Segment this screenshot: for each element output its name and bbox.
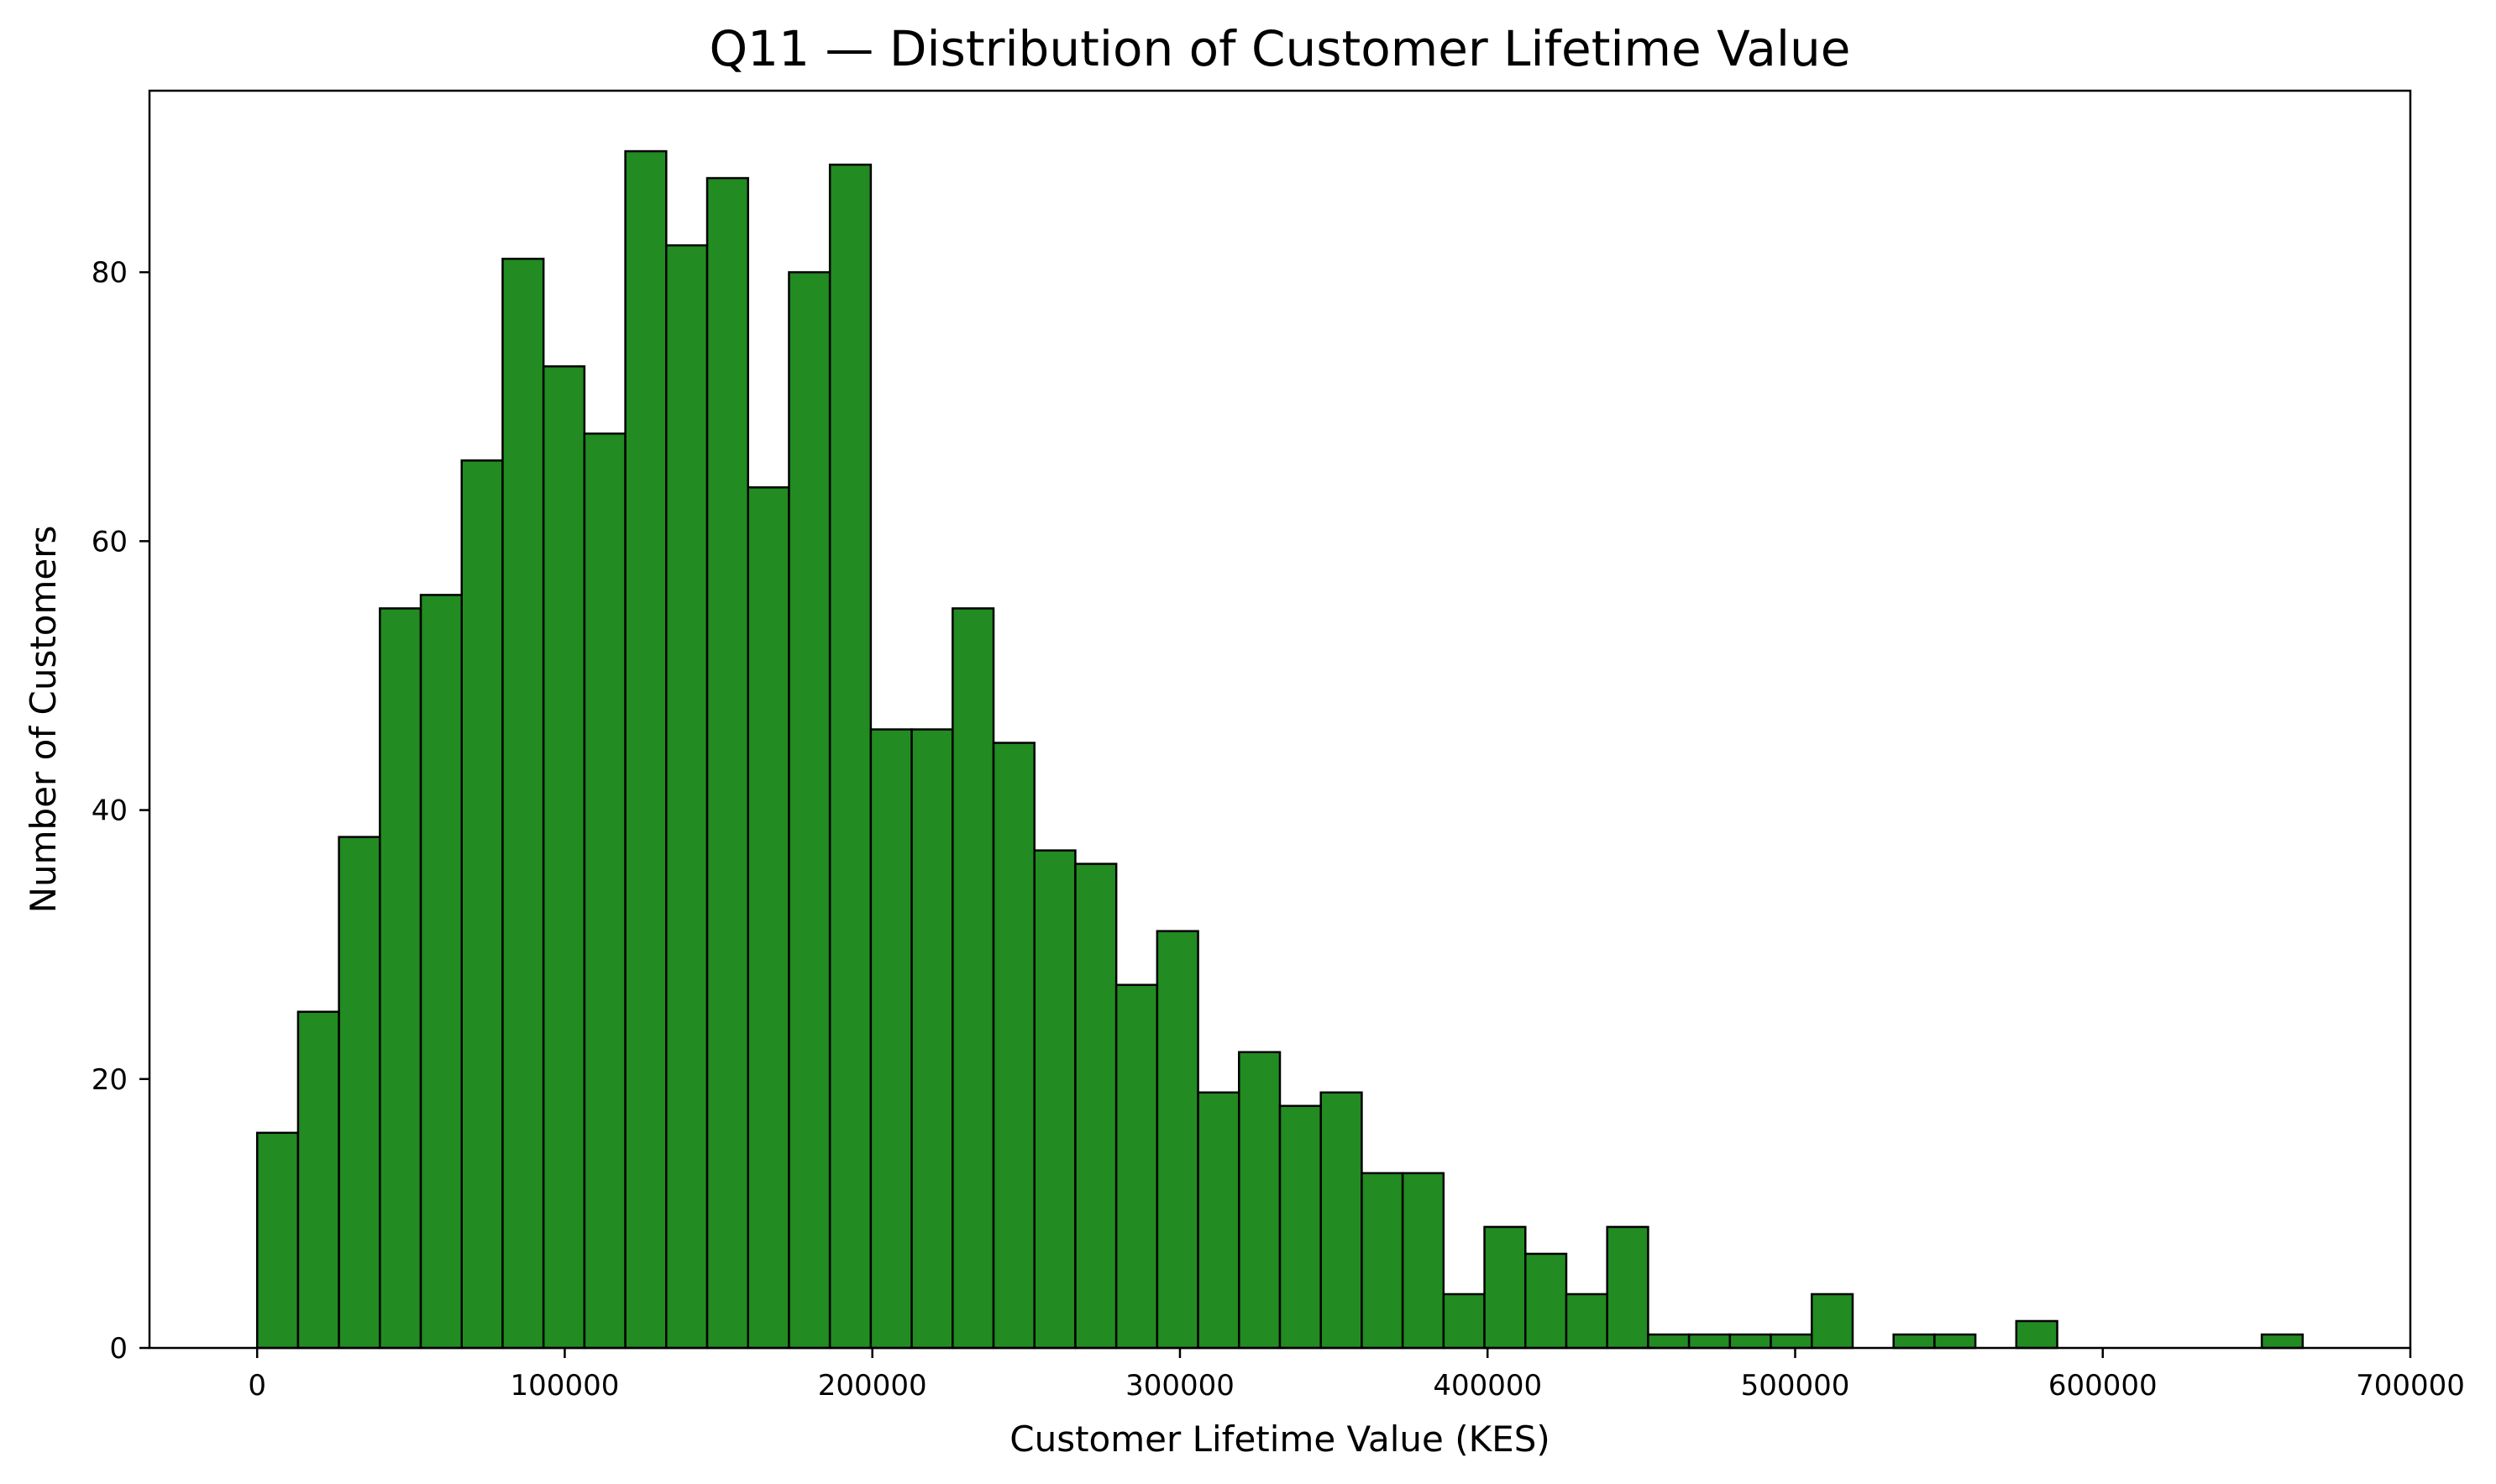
- y-axis: 0 20 40 60 80: [92, 256, 149, 1366]
- x-tick-label: 300000: [1125, 1369, 1235, 1403]
- chart-title: Q11 — Distribution of Customer Lifetime …: [710, 20, 1851, 77]
- x-tick-label: 100000: [511, 1369, 620, 1403]
- histogram-bar: [1114, 983, 1159, 1350]
- histogram-bar: [1892, 1333, 1936, 1350]
- histogram-bar: [910, 728, 954, 1350]
- histogram-bar: [624, 149, 668, 1350]
- histogram-bar: [747, 486, 790, 1350]
- x-tick-label: 400000: [1433, 1369, 1542, 1403]
- histogram-bar: [1401, 1172, 1445, 1350]
- histogram-bar: [542, 364, 586, 1350]
- histogram-bar: [501, 257, 545, 1350]
- histogram-bar: [1074, 863, 1118, 1350]
- histogram-bar: [1319, 1091, 1363, 1350]
- x-axis: 0 100000 200000 300000 400000 500000 600000 700…: [248, 1348, 2465, 1403]
- bars-group: [255, 149, 2305, 1350]
- histogram-bar: [255, 1131, 300, 1350]
- histogram-bar: [2260, 1333, 2305, 1350]
- histogram-bar: [705, 176, 749, 1350]
- histogram-bar: [1278, 1104, 1322, 1350]
- y-tick-label: 40: [92, 794, 128, 828]
- histogram-bar: [1442, 1293, 1486, 1350]
- histogram-bar: [1033, 849, 1077, 1350]
- histogram-bar: [1238, 1051, 1282, 1350]
- x-tick-label: 500000: [1741, 1369, 1850, 1403]
- histogram-bar: [1811, 1293, 1854, 1350]
- x-tick-label: 600000: [2048, 1369, 2158, 1403]
- histogram-bar: [788, 270, 831, 1350]
- y-tick-label: 20: [92, 1063, 128, 1097]
- x-tick-label: 200000: [818, 1369, 927, 1403]
- histogram-bar: [460, 459, 504, 1350]
- histogram-bar: [992, 742, 1036, 1350]
- y-tick-label: 80: [92, 256, 128, 290]
- histogram-bar: [1770, 1333, 1813, 1350]
- histogram-bar: [1933, 1333, 1977, 1350]
- x-tick-label: 0: [248, 1369, 266, 1403]
- histogram-bar: [869, 728, 913, 1350]
- histogram-bar: [1197, 1091, 1240, 1350]
- y-tick-label: 0: [109, 1332, 128, 1366]
- y-tick-label: 60: [92, 525, 128, 558]
- histogram-bar: [296, 1010, 340, 1350]
- histogram-bar: [1524, 1252, 1568, 1350]
- x-tick-label: 700000: [2356, 1369, 2465, 1403]
- histogram-bar: [2015, 1319, 2058, 1350]
- histogram-bar: [1361, 1172, 1404, 1350]
- histogram-bar: [1647, 1333, 1691, 1350]
- histogram-bar: [583, 433, 627, 1350]
- histogram-bar: [1728, 1333, 1772, 1350]
- histogram-bar: [419, 594, 464, 1350]
- histogram-bar: [828, 163, 873, 1350]
- x-axis-label: Customer Lifetime Value (KES): [1009, 1418, 1550, 1460]
- histogram-bar: [1565, 1293, 1608, 1350]
- histogram-bar: [952, 607, 995, 1350]
- histogram-bar: [665, 244, 709, 1350]
- y-axis-label: Number of Customers: [23, 526, 64, 914]
- histogram-bar: [379, 607, 422, 1350]
- histogram-bar: [1483, 1225, 1527, 1350]
- histogram-bar: [1606, 1225, 1649, 1350]
- histogram-bar: [338, 836, 381, 1350]
- histogram-bar: [1156, 930, 1199, 1350]
- plot-frame: [148, 89, 2412, 1350]
- histogram-bar: [1687, 1333, 1732, 1350]
